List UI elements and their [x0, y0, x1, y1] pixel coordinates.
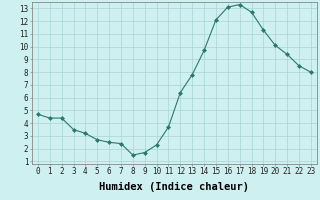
X-axis label: Humidex (Indice chaleur): Humidex (Indice chaleur)	[100, 182, 249, 192]
